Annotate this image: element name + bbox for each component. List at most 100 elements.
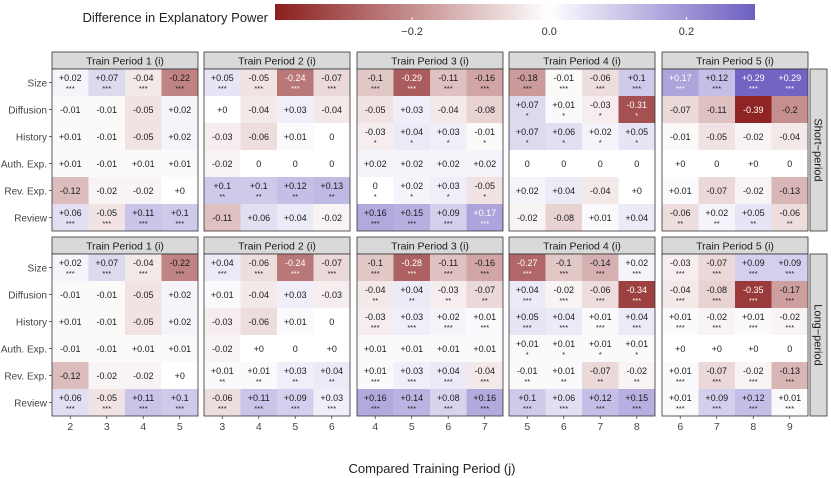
heatmap-cell [698, 177, 735, 204]
cell-value-label: +0.17 [473, 208, 496, 218]
heatmap-cell [161, 150, 198, 177]
cell-value-label: -0.01 [474, 127, 495, 137]
heatmap-cell [430, 204, 467, 231]
cell-value-label: -0.02 [779, 312, 800, 322]
x-tick-label: 5 [292, 421, 298, 433]
cell-value-label: 0 [598, 159, 603, 169]
cell-value-label: +0.29 [742, 73, 765, 83]
heatmap-cell [313, 177, 350, 204]
cell-significance-label: *** [371, 84, 380, 93]
cell-significance-label: ** [714, 219, 720, 228]
cell-value-label: +0.02 [168, 105, 191, 115]
x-tick-label: 7 [482, 421, 488, 433]
heatmap-cell [430, 69, 467, 96]
heatmap-cell [393, 362, 430, 389]
cell-significance-label: ** [372, 296, 378, 305]
cell-significance-label: *** [712, 269, 721, 278]
facet-strip-label: Train Period 3 (i) [391, 241, 469, 253]
cell-value-label: -0.08 [553, 213, 574, 223]
x-tick-label: 7 [597, 421, 603, 433]
cell-significance-label: *** [66, 219, 75, 228]
heatmap-cell [509, 308, 546, 335]
x-tick-label: 3 [219, 421, 225, 433]
facet-strip-label: Train Period 5 (i) [696, 56, 774, 68]
cell-value-label: -0.11 [707, 105, 727, 115]
cell-significance-label: *** [676, 404, 685, 413]
heatmap-cell [545, 308, 582, 335]
heatmap-cell [735, 281, 772, 308]
cell-value-label: -0.11 [438, 73, 458, 83]
facet-panel: Train Period 1 (i)+0.02***+0.07***-0.04*… [51, 236, 199, 433]
heatmap-cell [88, 254, 125, 281]
cell-significance-label: *** [139, 219, 148, 228]
cell-value-label: +0.01 [284, 317, 307, 327]
heatmap-cell [313, 281, 350, 308]
heatmap-cell [88, 177, 125, 204]
cell-significance-label: *** [175, 219, 184, 228]
cell-value-label: +0.01 [552, 366, 575, 376]
cell-significance-label: * [562, 138, 565, 147]
heatmap-cell [204, 389, 241, 416]
cell-significance-label: * [599, 111, 602, 120]
heatmap-cell [313, 362, 350, 389]
heatmap-cell [466, 281, 503, 308]
heatmap-cell [662, 204, 699, 231]
heatmap-cell [582, 254, 619, 281]
heatmap-cell [125, 69, 162, 96]
heatmap-cell [662, 308, 699, 335]
heatmap-cell [52, 335, 89, 362]
cell-value-label: +0.1 [250, 181, 268, 191]
heatmap-cell [698, 335, 735, 362]
heatmap-cell [509, 69, 546, 96]
cell-value-label: -0.1 [556, 258, 572, 268]
cell-significance-label: * [526, 111, 529, 120]
cell-value-label: +0.01 [132, 344, 155, 354]
cell-value-label: +0.01 [669, 186, 692, 196]
cell-value-label: +0.29 [778, 73, 801, 83]
cell-significance-label: *** [596, 296, 605, 305]
heatmap-cell [313, 335, 350, 362]
cell-value-label: -0.01 [60, 105, 81, 115]
heatmap-cell [662, 281, 699, 308]
cell-value-label: +0.09 [705, 393, 728, 403]
x-tick-label: 6 [445, 421, 451, 433]
heatmap-cell [466, 150, 503, 177]
cell-significance-label: *** [102, 269, 111, 278]
heatmap-cell [277, 177, 314, 204]
heatmap-cell [393, 150, 430, 177]
cell-value-label: -0.05 [96, 208, 117, 218]
heatmap-cell [618, 281, 655, 308]
row-facet-strip [809, 68, 828, 232]
heatmap-cell [545, 362, 582, 389]
heatmap-cell [277, 389, 314, 416]
cell-significance-label: *** [712, 296, 721, 305]
cell-value-label: +0.11 [132, 208, 154, 218]
cell-value-label: +0.04 [625, 213, 648, 223]
heatmap-cell [313, 123, 350, 150]
cell-value-label: +0 [675, 344, 685, 354]
cell-significance-label: ** [292, 192, 298, 201]
cell-value-label: -0.12 [60, 371, 81, 381]
cell-significance-label: *** [480, 84, 489, 93]
cell-value-label: +0.04 [211, 258, 234, 268]
cell-value-label: -0.03 [438, 285, 459, 295]
cell-value-label: +0.01 [59, 159, 82, 169]
cell-significance-label: *** [785, 404, 794, 413]
cell-value-label: +0.04 [400, 127, 423, 137]
heatmap-cell [582, 96, 619, 123]
cell-significance-label: *** [632, 323, 641, 332]
cell-significance-label: ** [292, 377, 298, 386]
heatmap-cell [735, 96, 772, 123]
cell-value-label: -0.08 [474, 105, 495, 115]
cell-value-label: +0.06 [552, 127, 575, 137]
heatmap-cell [466, 362, 503, 389]
heatmap-cell [771, 123, 808, 150]
cell-value-label: -0.06 [779, 208, 800, 218]
heatmap-cell [735, 308, 772, 335]
cell-value-label: +0.01 [364, 366, 387, 376]
cell-value-label: +0.03 [284, 290, 307, 300]
cell-significance-label: * [447, 138, 450, 147]
cell-significance-label: * [599, 138, 602, 147]
cell-value-label: -0.01 [96, 132, 117, 142]
